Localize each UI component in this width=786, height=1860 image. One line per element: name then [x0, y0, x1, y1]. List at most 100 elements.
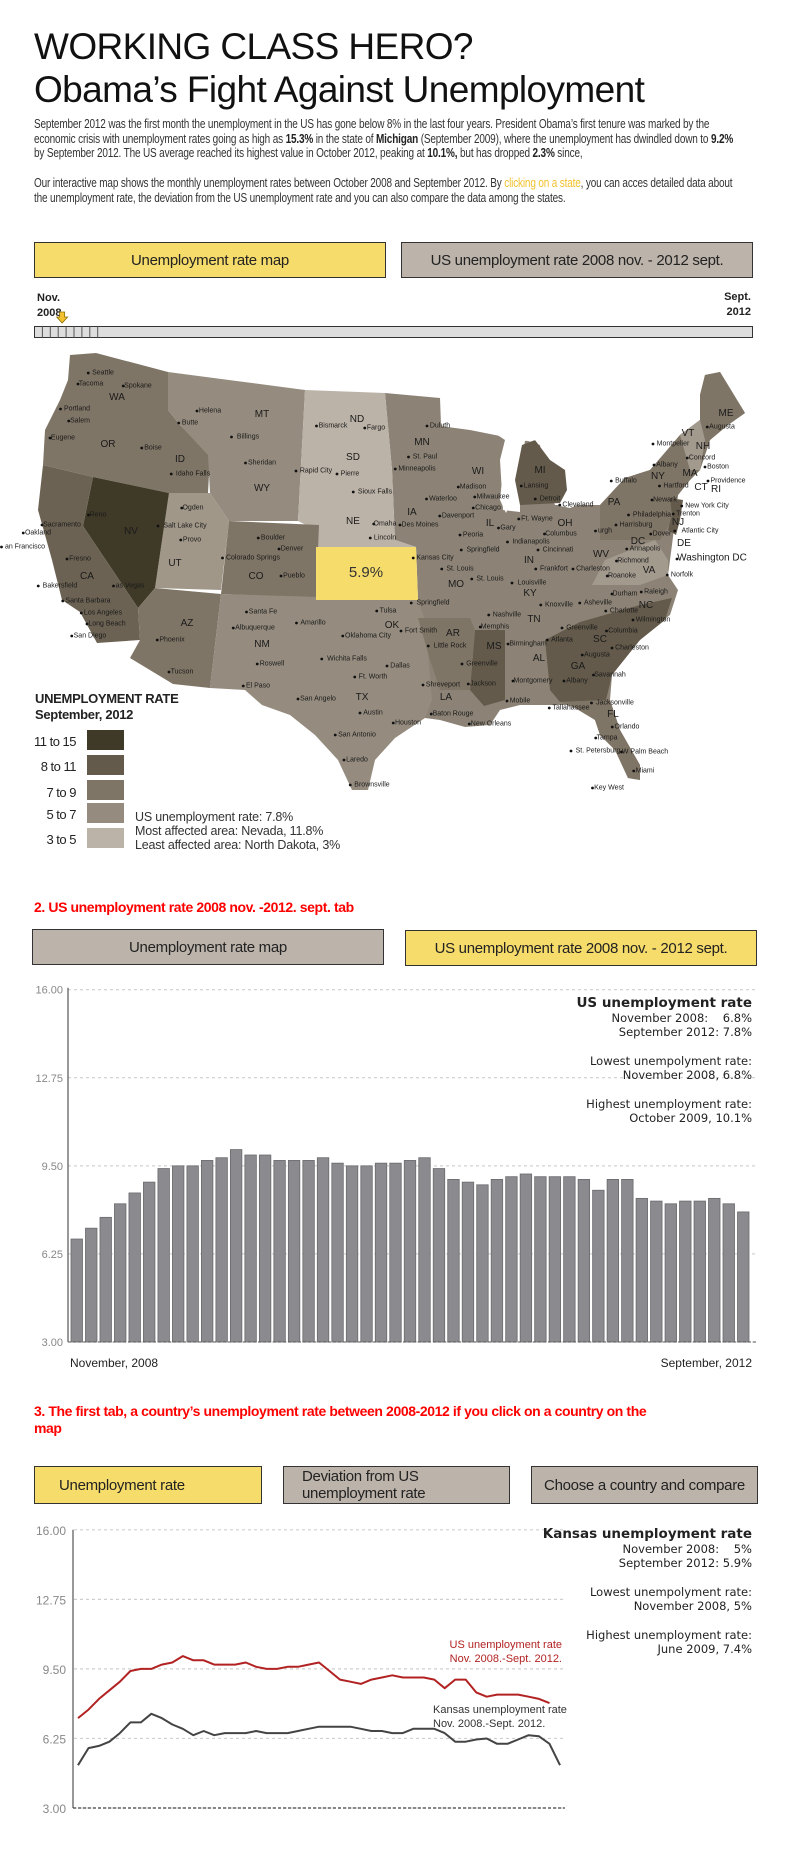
city-label: Annapolis: [630, 546, 661, 553]
city-label: Madison: [460, 484, 487, 491]
lake-erie: [560, 478, 618, 508]
city-dot: [470, 577, 474, 581]
city-dot: [426, 644, 430, 648]
timeline-arrow-icon[interactable]: [55, 311, 69, 324]
state-mi[interactable]: [515, 440, 567, 505]
city-dot: [342, 758, 346, 762]
city-label: Kansas City: [416, 555, 454, 562]
clicking-on-state-link[interactable]: clicking on a state: [504, 176, 581, 190]
legend-swatch: [87, 755, 124, 775]
legend-swatch: [87, 803, 124, 823]
timeline-slider[interactable]: [0, 305, 786, 341]
bar: [186, 1165, 199, 1343]
city-label: Colorado Springs: [226, 555, 281, 562]
region-pacific-northwest[interactable]: [43, 353, 210, 493]
city-dot: [358, 711, 362, 715]
city-label: Durham: [613, 591, 638, 598]
us-unemployment-line: [77, 1655, 550, 1719]
us-series-label-line2: Nov. 2008.-Sept. 2012.: [449, 1653, 562, 1665]
city-label: Des Moines: [402, 522, 439, 529]
city-dot: [706, 479, 710, 483]
region-south-central[interactable]: [210, 594, 432, 790]
state-region-northeast[interactable]: [600, 372, 745, 540]
city-dot: [610, 646, 614, 650]
state-label-mi: MI: [534, 465, 545, 476]
tab-unemployment-rate-map[interactable]: Unemployment rate map: [32, 929, 384, 965]
city-dot: [179, 538, 183, 542]
city-label: Louisville: [518, 580, 547, 587]
state-ks-selected[interactable]: [316, 547, 418, 600]
state-ms[interactable]: [470, 630, 505, 706]
tab-us-unemployment-rate[interactable]: US unemployment rate 2008 nov. - 2012 se…: [401, 242, 753, 278]
city-label: Brownsville: [354, 782, 390, 789]
city-dot: [167, 670, 171, 674]
city-label: Phoenix: [159, 637, 185, 644]
timeline-start-year: 2008: [37, 307, 62, 319]
intro-text: September 2012 was the first month the u…: [34, 117, 710, 146]
city-label: Oakland: [25, 530, 51, 537]
region-mountain-north[interactable]: [168, 372, 305, 521]
city-label: Frankfort: [540, 566, 568, 573]
city-label: Cincinnati: [543, 547, 574, 554]
state-nj[interactable]: [668, 498, 683, 535]
info-highest-label: Highest unemployment rate:: [586, 1627, 752, 1642]
city-dot: [533, 497, 537, 501]
city-dot: [658, 484, 661, 488]
city-label: Atlantic City: [682, 528, 719, 535]
info-lowest-label: Lowest unempolyment rate:: [589, 1053, 752, 1068]
state-nv[interactable]: [83, 477, 169, 608]
state-nh-vt[interactable]: [680, 420, 705, 470]
city-dot: [592, 673, 595, 677]
us-map[interactable]: 5.9% WAORIDMTWYNDSDNENVUTCOCAAZNMOKTXMNW…: [0, 0, 786, 800]
region-arkansas-missouri[interactable]: [418, 618, 475, 690]
info-lowest-label: Lowest unempolyment rate:: [589, 1584, 752, 1599]
city-label: Jacksonville: [596, 700, 634, 707]
city-label: Fresno: [69, 556, 91, 563]
state-label-co: CO: [249, 571, 264, 582]
city-label: Norfolk: [671, 572, 694, 579]
tab-us-unemployment-rate[interactable]: US unemployment rate 2008 nov. - 2012 se…: [405, 930, 757, 966]
timeline-track[interactable]: [34, 326, 753, 338]
stat-most-affected: Most affected area: Nevada, 11.8%: [135, 824, 324, 838]
state-va[interactable]: [592, 540, 668, 585]
city-label: Seattle: [92, 370, 114, 377]
tab-deviation-line2: unemployment rate: [302, 1485, 426, 1502]
info-start-value: November 2008: 6.8%: [611, 1010, 752, 1025]
city-dot: [121, 384, 125, 388]
city-dot: [650, 498, 654, 502]
city-label: Knoxville: [545, 602, 573, 609]
state-region-southeast[interactable]: [545, 598, 672, 702]
city-label: Lansing: [524, 483, 549, 490]
tab-deviation-from-us[interactable]: Deviation from US unemployment rate: [283, 1466, 510, 1504]
city-dot: [277, 547, 281, 551]
city-dot: [61, 599, 65, 603]
city-label: Concord: [689, 455, 716, 462]
city-dot: [487, 613, 491, 617]
state-fl[interactable]: [560, 700, 640, 780]
city-dot: [558, 503, 562, 507]
tab-choose-country-compare[interactable]: Choose a country and compare: [531, 1466, 758, 1504]
city-label: Augusta: [584, 652, 610, 659]
state-label-ut: UT: [168, 558, 181, 569]
state-co[interactable]: [221, 521, 319, 598]
city-label: Rapid City: [300, 468, 333, 475]
city-label: an Francisco: [5, 544, 45, 551]
state-ca[interactable]: [38, 465, 140, 643]
bar: [85, 1227, 98, 1343]
tab-unemployment-rate-map[interactable]: Unemployment rate map: [34, 242, 386, 278]
state-ut[interactable]: [155, 493, 229, 590]
city-label: Greenville: [466, 661, 498, 668]
city-label: Santa Barbara: [65, 598, 110, 605]
state-label-va: VA: [643, 565, 656, 576]
info-start-value: November 2008: 5%: [622, 1541, 753, 1556]
kansas-unemployment-line: [77, 1712, 561, 1766]
region-dakotas-nebraska[interactable]: [298, 390, 416, 547]
intro-text: in the state of: [313, 131, 377, 146]
state-az[interactable]: [130, 588, 221, 688]
city-label: Columbia: [608, 628, 638, 635]
city-dot: [230, 435, 233, 439]
tab-unemployment-rate[interactable]: Unemployment rate: [34, 1466, 262, 1504]
city-label: Boston: [707, 464, 729, 471]
state-label-mn: MN: [414, 437, 430, 448]
